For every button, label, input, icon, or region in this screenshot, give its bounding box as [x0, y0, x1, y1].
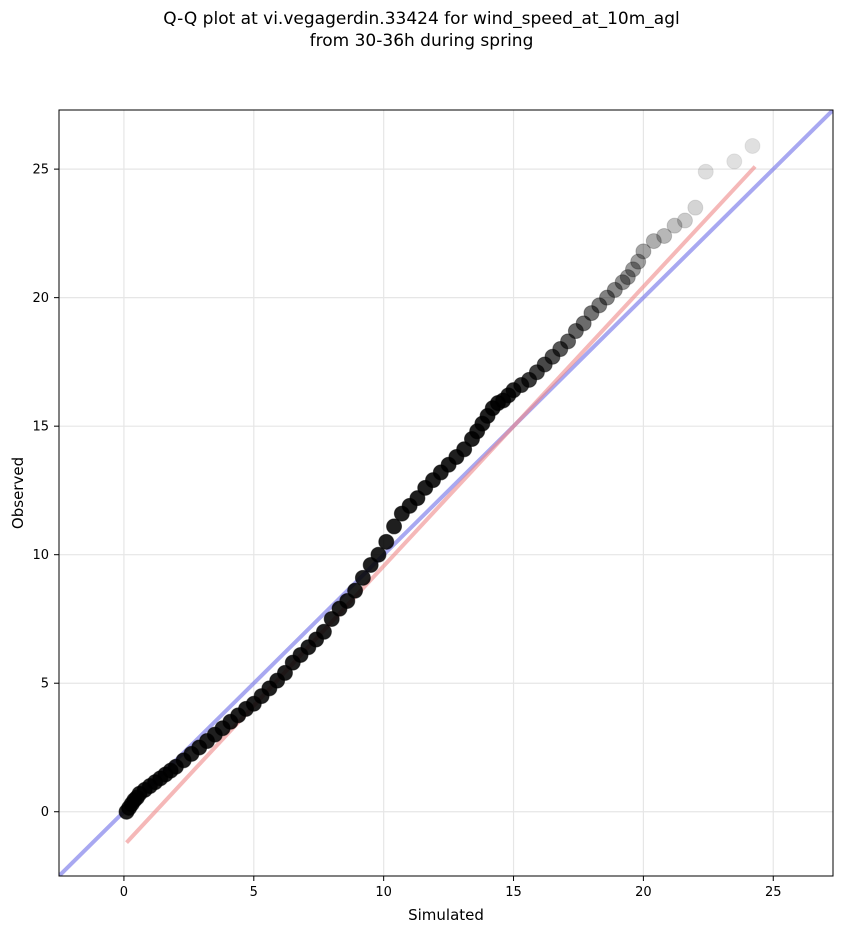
y-tick-label-1: 5 [41, 677, 49, 692]
reference-line-2 [125, 165, 757, 844]
data-point-31 [315, 623, 332, 640]
data-points [118, 137, 761, 820]
data-point-74 [625, 261, 642, 278]
y-tick-label-4: 20 [32, 291, 49, 306]
data-point-35 [347, 582, 364, 599]
chart-title-line-1: Q-Q plot at vi.vegagerdin.33424 for wind… [163, 9, 680, 29]
data-point-76 [635, 243, 652, 260]
data-point-81 [687, 199, 704, 216]
data-point-39 [378, 533, 395, 550]
y-tick-label-3: 15 [32, 420, 49, 435]
data-point-36 [354, 569, 371, 586]
data-point-71 [606, 281, 623, 298]
data-point-78 [656, 227, 673, 244]
data-point-38 [370, 546, 387, 563]
data-point-65 [560, 333, 577, 350]
data-point-79 [666, 217, 683, 234]
x-tick-label-0: 0 [120, 885, 128, 900]
x-tick-label-4: 20 [635, 885, 652, 900]
x-tick-label-2: 10 [375, 885, 392, 900]
x-axis-label: Simulated [408, 906, 484, 924]
y-tick-label-5: 25 [32, 163, 49, 178]
x-tick-label-1: 5 [250, 885, 258, 900]
axis-ticks: 0 5 10 15 20 25 0 5 10 15 20 25 [32, 163, 781, 900]
data-point-73 [619, 269, 636, 286]
x-tick-label-3: 15 [505, 885, 522, 900]
data-point-67 [575, 315, 592, 332]
data-point-75 [630, 253, 647, 270]
y-tick-label-2: 10 [32, 548, 49, 563]
data-point-82 [697, 163, 714, 180]
data-point-83 [726, 153, 743, 170]
data-point-40 [386, 518, 403, 535]
chart-title: Q-Q plot at vi.vegagerdin.33424 for wind… [0, 8, 843, 52]
chart-title-line-2: from 30-36h during spring [309, 31, 534, 51]
plot-frame [58, 109, 834, 877]
data-point-84 [744, 137, 761, 154]
data-point-70 [599, 289, 616, 306]
y-tick-label-0: 0 [41, 805, 49, 820]
grid [59, 110, 833, 876]
y-axis-label: Observed [9, 457, 27, 529]
data-point-72 [614, 274, 631, 291]
data-point-77 [645, 233, 662, 250]
x-tick-label-5: 25 [765, 885, 782, 900]
data-point-80 [676, 212, 693, 229]
data-point-69 [591, 297, 608, 314]
